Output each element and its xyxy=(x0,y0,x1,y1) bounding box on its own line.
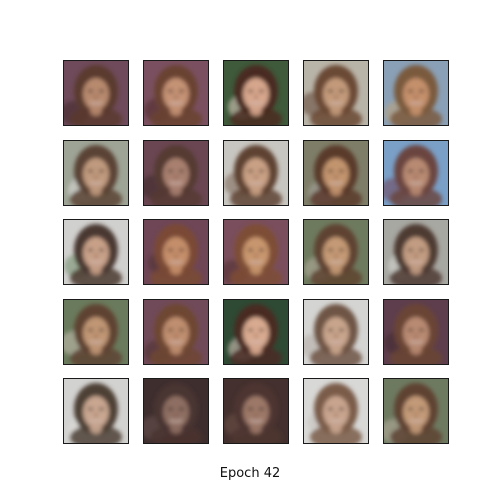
sample-image xyxy=(223,139,289,206)
sample-image xyxy=(143,219,209,285)
sample-image xyxy=(303,298,369,365)
sample-image xyxy=(143,298,209,365)
sample-image xyxy=(303,139,369,206)
sample-image xyxy=(223,219,289,285)
sample-image xyxy=(143,378,209,444)
sample-image xyxy=(383,219,449,285)
sample-image xyxy=(383,378,449,444)
sample-image xyxy=(223,378,289,444)
sample-image xyxy=(383,298,449,365)
sample-grid xyxy=(63,60,451,446)
sample-image xyxy=(223,298,289,365)
figure-caption: Epoch 42 xyxy=(219,466,281,481)
sample-image xyxy=(63,298,129,365)
sample-image xyxy=(63,378,129,444)
sample-image xyxy=(303,378,369,444)
sample-image xyxy=(303,219,369,285)
sample-image xyxy=(383,139,449,206)
sample-image xyxy=(63,219,129,285)
sample-image xyxy=(143,60,209,126)
sample-image xyxy=(63,60,129,126)
sample-image xyxy=(143,139,209,206)
sample-image xyxy=(223,60,289,126)
sample-image xyxy=(383,60,449,126)
sample-image xyxy=(303,60,369,126)
sample-image xyxy=(63,139,129,206)
